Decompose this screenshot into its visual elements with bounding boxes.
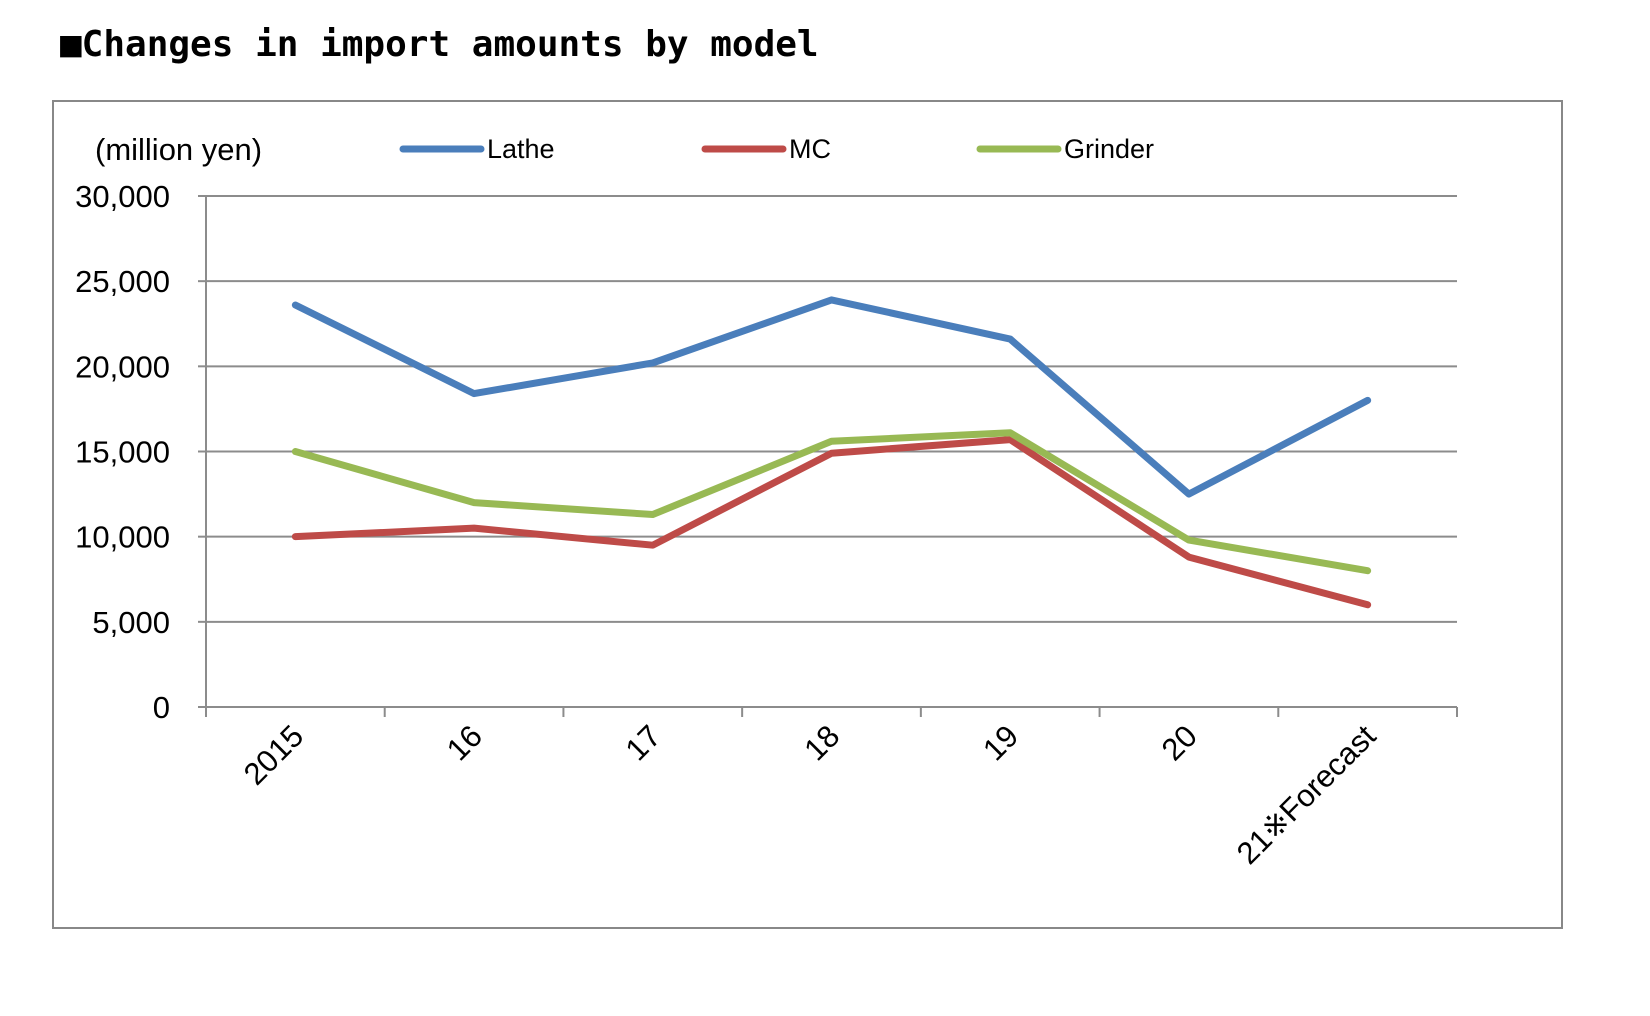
data-point-lathe — [1366, 399, 1369, 402]
x-tick-label: 18 — [797, 718, 846, 767]
series-line-mc — [291, 436, 1372, 609]
y-tick-label: 25,000 — [75, 264, 170, 299]
data-point-lathe — [651, 361, 654, 364]
data-point-lathe — [473, 392, 476, 395]
data-point-mc — [1009, 438, 1012, 441]
data-point-mc — [1187, 556, 1190, 559]
data-point-grinder — [651, 513, 654, 516]
data-point-grinder — [294, 450, 297, 453]
legend-label-grinder: Grinder — [1064, 134, 1154, 164]
y-tick-label: 0 — [153, 690, 170, 725]
data-point-mc — [830, 452, 833, 455]
series-line-lathe — [291, 296, 1372, 498]
data-point-lathe — [1009, 338, 1012, 341]
x-tick-label: 16 — [440, 718, 489, 767]
y-axis-unit-label: (million yen) — [95, 132, 262, 167]
data-point-mc — [294, 535, 297, 538]
y-tick-label: 30,000 — [75, 179, 170, 214]
legend-label-mc: MC — [789, 134, 831, 164]
data-point-lathe — [1187, 493, 1190, 496]
y-tick-label: 15,000 — [75, 435, 170, 470]
x-tick-label: 21※Forecast — [1230, 718, 1383, 871]
data-point-mc — [473, 527, 476, 530]
y-tick-label: 10,000 — [75, 520, 170, 555]
data-point-grinder — [473, 501, 476, 504]
data-point-grinder — [830, 440, 833, 443]
data-point-grinder — [1009, 431, 1012, 434]
chart-title: ■Changes in import amounts by model — [60, 24, 819, 65]
y-tick-label: 20,000 — [75, 349, 170, 384]
x-tick-label: 17 — [619, 718, 668, 767]
legend-label-lathe: Lathe — [487, 134, 555, 164]
y-tick-label: 5,000 — [92, 605, 170, 640]
x-tick-label: 2015 — [237, 718, 311, 792]
data-point-mc — [1366, 603, 1369, 606]
data-point-grinder — [1366, 569, 1369, 572]
data-point-mc — [651, 544, 654, 547]
x-tick-label: 20 — [1155, 718, 1204, 767]
x-tick-label: 19 — [976, 718, 1025, 767]
data-point-lathe — [830, 298, 833, 301]
data-point-grinder — [1187, 539, 1190, 542]
chart-frame — [52, 100, 1563, 929]
data-point-lathe — [294, 304, 297, 307]
